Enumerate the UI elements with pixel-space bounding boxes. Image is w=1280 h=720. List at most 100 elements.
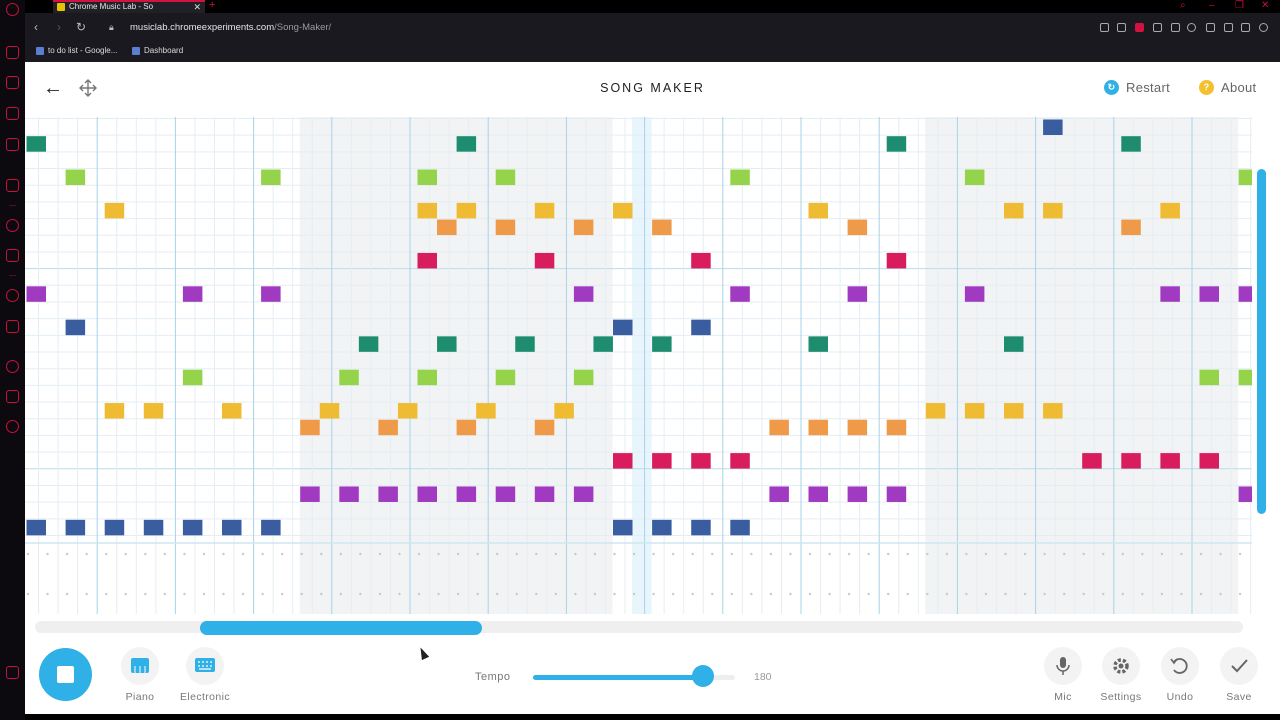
note-cell[interactable] — [1238, 169, 1252, 186]
note-cell[interactable] — [691, 453, 711, 469]
percussion-dot[interactable] — [46, 592, 49, 596]
tempo-slider-handle[interactable] — [691, 665, 714, 687]
note-cell[interactable] — [573, 286, 594, 302]
percussion-dot[interactable] — [222, 552, 225, 556]
note-cell[interactable] — [573, 486, 594, 502]
percussion-dot[interactable] — [691, 592, 694, 596]
percussion-dot[interactable] — [828, 592, 831, 596]
percussion-dot[interactable] — [261, 552, 264, 556]
percussion-dot[interactable] — [1062, 552, 1066, 556]
percussion-dot[interactable] — [515, 552, 518, 556]
percussion-dot[interactable] — [887, 592, 890, 596]
close-window-icon[interactable]: ✕ — [1261, 0, 1270, 11]
percussion-dot[interactable] — [867, 592, 870, 596]
percussion-dot[interactable] — [1043, 592, 1046, 596]
percussion-dot[interactable] — [437, 552, 440, 556]
percussion-dot[interactable] — [554, 552, 558, 556]
percussion-dot[interactable] — [300, 552, 303, 556]
percussion-dot[interactable] — [828, 552, 831, 556]
note-cell[interactable] — [847, 286, 868, 302]
percussion-dot[interactable] — [378, 552, 382, 556]
note-cell[interactable] — [261, 519, 281, 536]
note-cell[interactable] — [300, 486, 320, 502]
note-cell[interactable] — [964, 286, 985, 302]
note-cell[interactable] — [65, 319, 86, 336]
note-cell[interactable] — [378, 419, 398, 436]
menu-icon[interactable] — [1241, 23, 1250, 32]
percussion-dot[interactable] — [711, 552, 714, 556]
percussion-dot[interactable] — [652, 592, 655, 596]
note-cell[interactable] — [1121, 136, 1141, 152]
percussion-dot[interactable] — [124, 592, 127, 596]
note-cell[interactable] — [222, 403, 242, 419]
note-cell[interactable] — [573, 369, 594, 386]
percussion-dot[interactable] — [750, 552, 753, 556]
percussion-dot[interactable] — [965, 552, 968, 556]
note-cell[interactable] — [222, 519, 242, 536]
note-cell[interactable] — [534, 202, 555, 219]
note-cell[interactable] — [886, 486, 907, 502]
percussion-dot[interactable] — [26, 592, 30, 596]
note-cell[interactable] — [182, 369, 203, 386]
percussion-dot[interactable] — [535, 592, 538, 596]
note-cell[interactable] — [613, 202, 633, 219]
note-cell[interactable] — [1238, 486, 1252, 502]
percussion-dot[interactable] — [105, 592, 108, 596]
percussion-dot[interactable] — [945, 592, 949, 596]
percussion-dot[interactable] — [1062, 592, 1066, 596]
percussion-dot[interactable] — [671, 552, 675, 556]
percussion-dot[interactable] — [769, 592, 773, 596]
note-cell[interactable] — [886, 136, 907, 152]
percussion-dot[interactable] — [613, 552, 616, 556]
percussion-dot[interactable] — [945, 552, 949, 556]
percussion-dot[interactable] — [1141, 552, 1144, 556]
percussion-dot[interactable] — [887, 552, 890, 556]
note-cell[interactable] — [339, 369, 359, 386]
note-cell[interactable] — [613, 319, 633, 336]
note-cell[interactable] — [397, 403, 418, 419]
search-tabs-icon[interactable]: ⌕ — [1180, 0, 1186, 11]
percussion-dot[interactable] — [711, 592, 714, 596]
percussion-dot[interactable] — [906, 592, 909, 596]
vpn-icon[interactable] — [1153, 23, 1162, 32]
percussion-dot[interactable] — [1023, 592, 1027, 596]
percussion-dot[interactable] — [280, 552, 284, 556]
percussion-dot[interactable] — [1102, 592, 1105, 596]
note-cell[interactable] — [964, 169, 985, 186]
speed-dial-icon[interactable] — [6, 46, 19, 59]
percussion-dot[interactable] — [1180, 592, 1183, 596]
percussion-dot[interactable] — [398, 592, 401, 596]
note-cell[interactable] — [1238, 369, 1252, 386]
horizontal-scroll-thumb[interactable] — [200, 621, 482, 635]
note-cell[interactable] — [378, 486, 398, 502]
percussion-dot[interactable] — [1082, 552, 1085, 556]
percussion-dot[interactable] — [339, 552, 342, 556]
percussion-dot[interactable] — [535, 552, 538, 556]
note-cell[interactable] — [1043, 202, 1063, 219]
percussion-dot[interactable] — [906, 552, 909, 556]
active-tab[interactable]: Chrome Music Lab - So ✕ — [53, 0, 205, 13]
send-icon[interactable] — [6, 320, 19, 333]
bookmark-todo[interactable]: to do list - Google... — [36, 46, 117, 55]
tempo-slider-track[interactable] — [533, 675, 735, 680]
note-cell[interactable] — [769, 419, 789, 436]
note-cell[interactable] — [456, 136, 477, 152]
note-cell[interactable] — [65, 519, 86, 536]
percussion-dot[interactable] — [1199, 552, 1203, 556]
percussion-dot[interactable] — [339, 592, 342, 596]
mic-button[interactable]: Mic — [1033, 647, 1093, 703]
note-cell[interactable] — [730, 169, 750, 186]
percussion-dot[interactable] — [593, 592, 597, 596]
note-cell[interactable] — [182, 519, 203, 536]
heart-icon[interactable] — [1187, 23, 1196, 32]
percussion-dot[interactable] — [437, 592, 440, 596]
percussion-dot[interactable] — [85, 552, 88, 556]
percussion-dot[interactable] — [730, 592, 733, 596]
piano-instrument-button[interactable]: Piano — [110, 647, 170, 703]
note-cell[interactable] — [769, 486, 789, 502]
percussion-dot[interactable] — [496, 552, 499, 556]
percussion-dot[interactable] — [984, 592, 988, 596]
percussion-dot[interactable] — [926, 592, 929, 596]
percussion-dot[interactable] — [417, 592, 421, 596]
percussion-dot[interactable] — [261, 592, 264, 596]
